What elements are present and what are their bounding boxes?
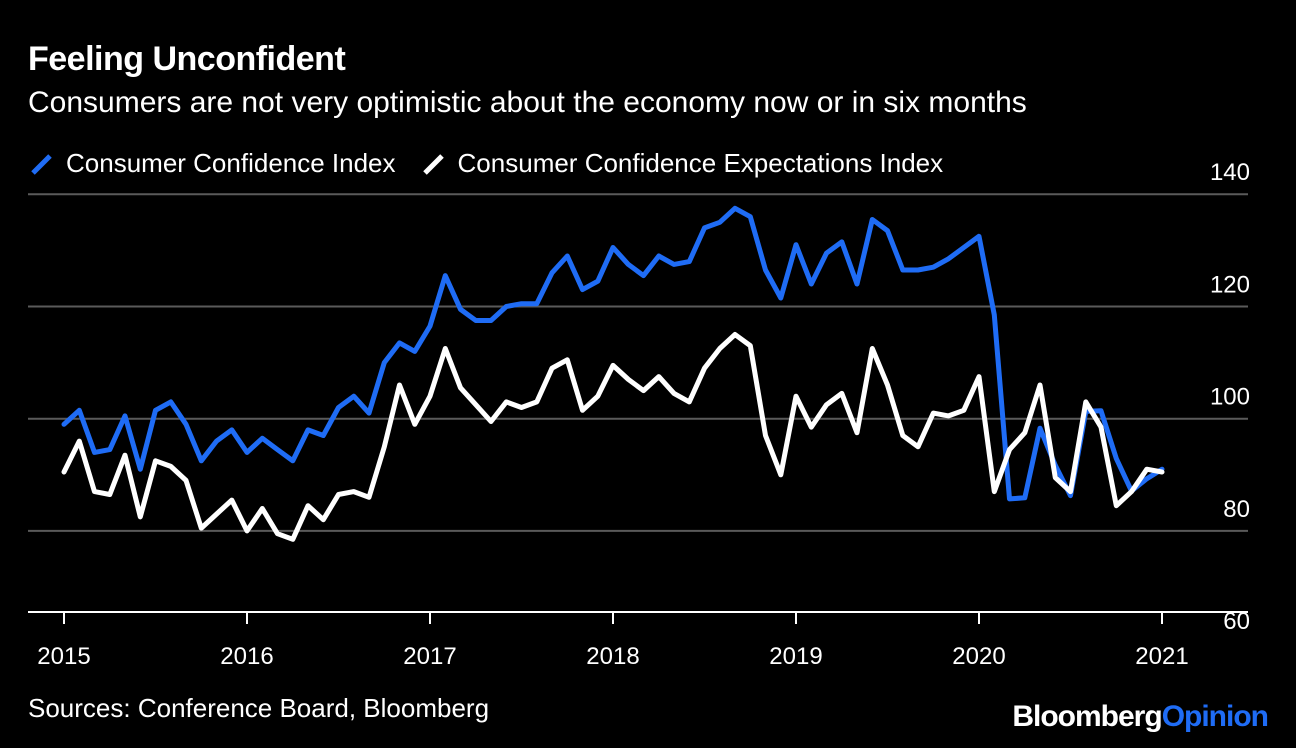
source-note: Sources: Conference Board, Bloomberg [28,693,490,723]
x-tick-label-2019: 2019 [769,643,822,670]
x-tick-label-2016: 2016 [220,643,273,670]
x-tick-label-2021: 2021 [1135,643,1188,670]
chart-title: Feeling Unconfident [28,40,346,78]
legend-label-series1: Consumer Confidence Index [66,148,396,178]
brand-logo: BloombergOpinion [1012,700,1269,733]
x-tick-label-2018: 2018 [586,643,639,670]
x-tick-label-2015: 2015 [37,643,90,670]
x-tick-label-2017: 2017 [403,643,456,670]
series1-swatch-icon [30,152,54,176]
y-tick-label-80: 80 [1223,496,1250,523]
y-tick-label-120: 120 [1210,271,1250,298]
series2-swatch-icon [422,152,446,176]
series-line-2 [61,332,1165,542]
legend-item-series2: Consumer Confidence Expectations Index [422,148,944,179]
legend-label-series2: Consumer Confidence Expectations Index [457,148,944,178]
chart-subtitle: Consumers are not very optimistic about … [28,86,1027,119]
legend-item-series1: Consumer Confidence Index [30,148,396,179]
y-tick-label-140: 140 [1210,159,1250,186]
y-tick-label-100: 100 [1210,384,1250,411]
x-tick-label-2020: 2020 [952,643,1005,670]
series-line-1 [61,205,1165,502]
legend: Consumer Confidence Index Consumer Confi… [30,148,969,179]
